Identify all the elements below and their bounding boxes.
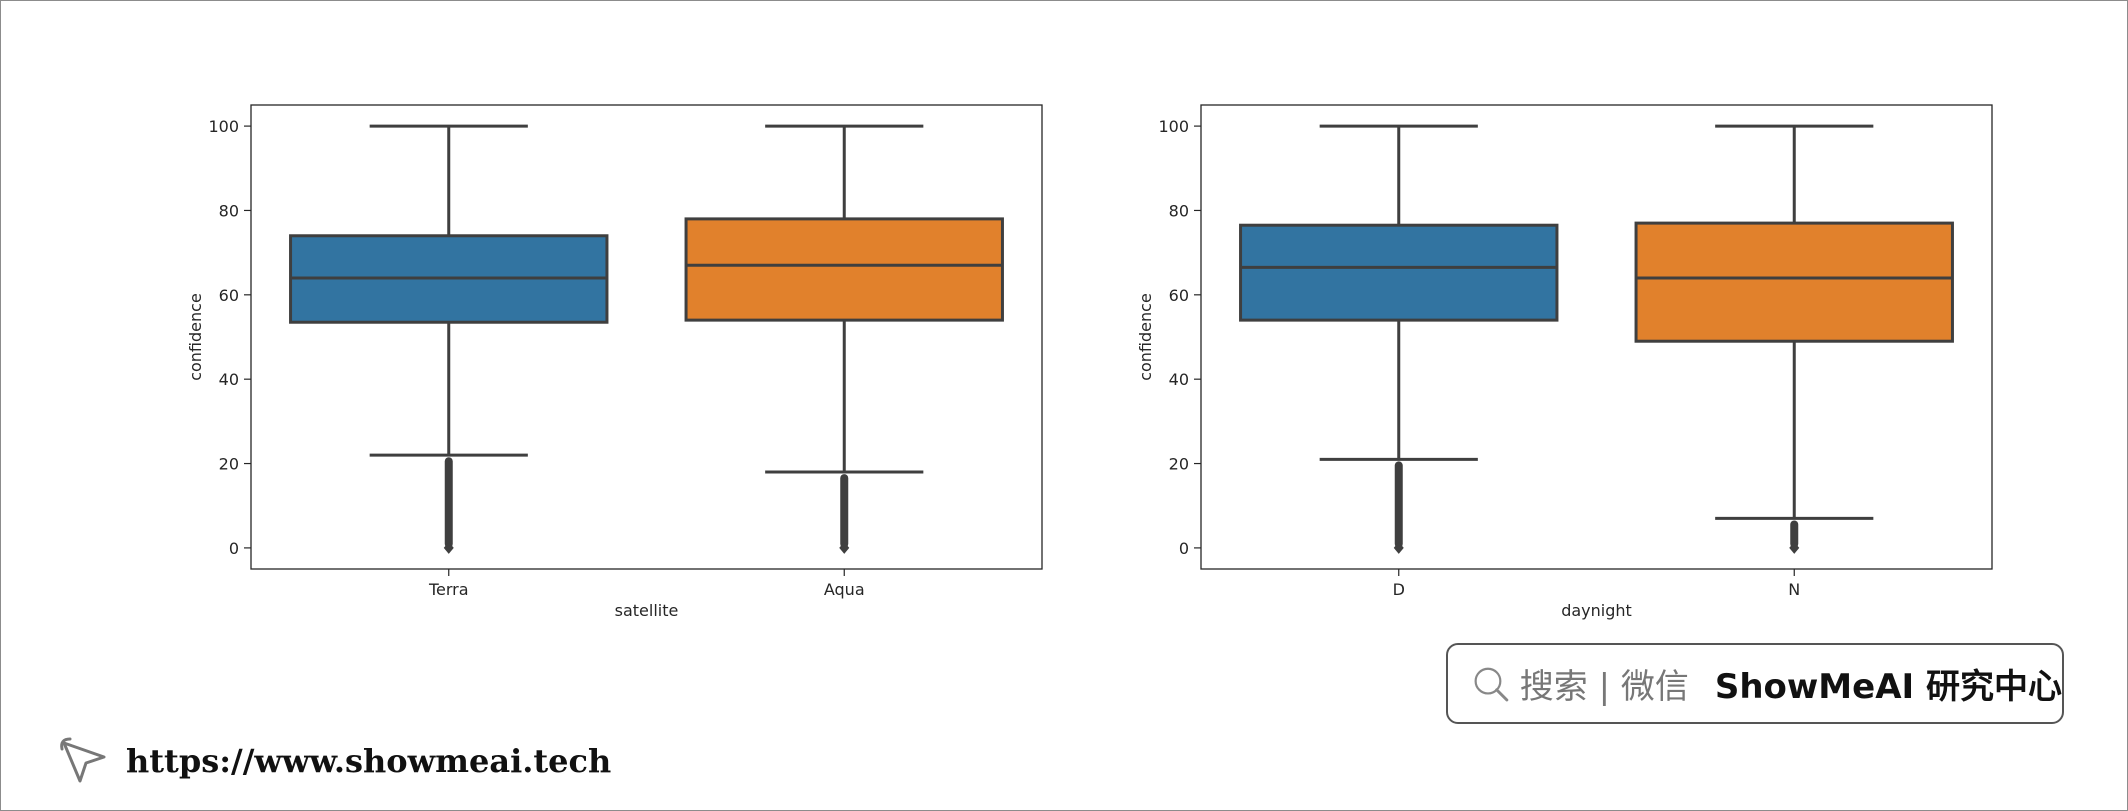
plot-frame <box>1200 104 1993 570</box>
brand-name: ShowMeAI 研究中心 <box>1714 667 2062 707</box>
box-N <box>1634 221 1954 343</box>
outlier-marker <box>1789 541 1800 554</box>
y-tick-label: 100 <box>1158 117 1189 136</box>
outlier-cluster <box>1790 520 1799 548</box>
search-icon <box>1474 667 1509 701</box>
x-tick-label: Terra <box>428 580 469 599</box>
x-axis-label: satellite <box>615 601 679 620</box>
y-tick-label: 60 <box>1169 286 1189 305</box>
y-tick-label: 80 <box>219 201 239 220</box>
boxplot-1: 0 20 40 60 80 100 confidence satellite Terra Aqua <box>186 104 1043 620</box>
search-prompt: 搜索 | 微信 <box>1519 667 1689 707</box>
y-axis-label: confidence <box>186 293 205 381</box>
y-tick-label: 20 <box>1169 455 1189 474</box>
outlier-marker <box>443 541 454 554</box>
outlier-marker <box>1393 541 1404 554</box>
outlier-marker <box>839 541 850 554</box>
y-tick-label: 100 <box>208 117 239 136</box>
x-tick-label: N <box>1788 580 1800 599</box>
search-banner: 搜索 | 微信 ShowMeAI 研究中心 <box>1446 643 2064 724</box>
boxplot-2: 0 20 40 60 80 100 confidence daynight D N <box>1136 104 1993 620</box>
y-axis-label: confidence <box>1136 293 1155 381</box>
plot-frame <box>250 104 1043 570</box>
box-Aqua <box>684 217 1004 322</box>
site-url[interactable]: https://www.showmeai.tech <box>126 742 612 780</box>
y-tick-label: 80 <box>1169 201 1189 220</box>
footer-link: https://www.showmeai.tech <box>58 735 611 787</box>
x-tick-label: D <box>1393 580 1405 599</box>
x-axis-label: daynight <box>1561 601 1632 620</box>
outlier-cluster <box>840 474 849 548</box>
outlier-cluster <box>444 457 453 548</box>
y-tick-label: 20 <box>219 455 239 474</box>
y-tick-label: 60 <box>219 286 239 305</box>
y-tick-label: 40 <box>219 370 239 389</box>
x-tick-label: Aqua <box>824 580 865 599</box>
cursor-pointer-icon <box>60 737 106 783</box>
box-D <box>1239 223 1559 322</box>
y-tick-label: 0 <box>1179 539 1189 558</box>
y-tick-label: 0 <box>229 539 239 558</box>
y-tick-label: 40 <box>1169 370 1189 389</box>
outlier-cluster <box>1394 461 1403 548</box>
